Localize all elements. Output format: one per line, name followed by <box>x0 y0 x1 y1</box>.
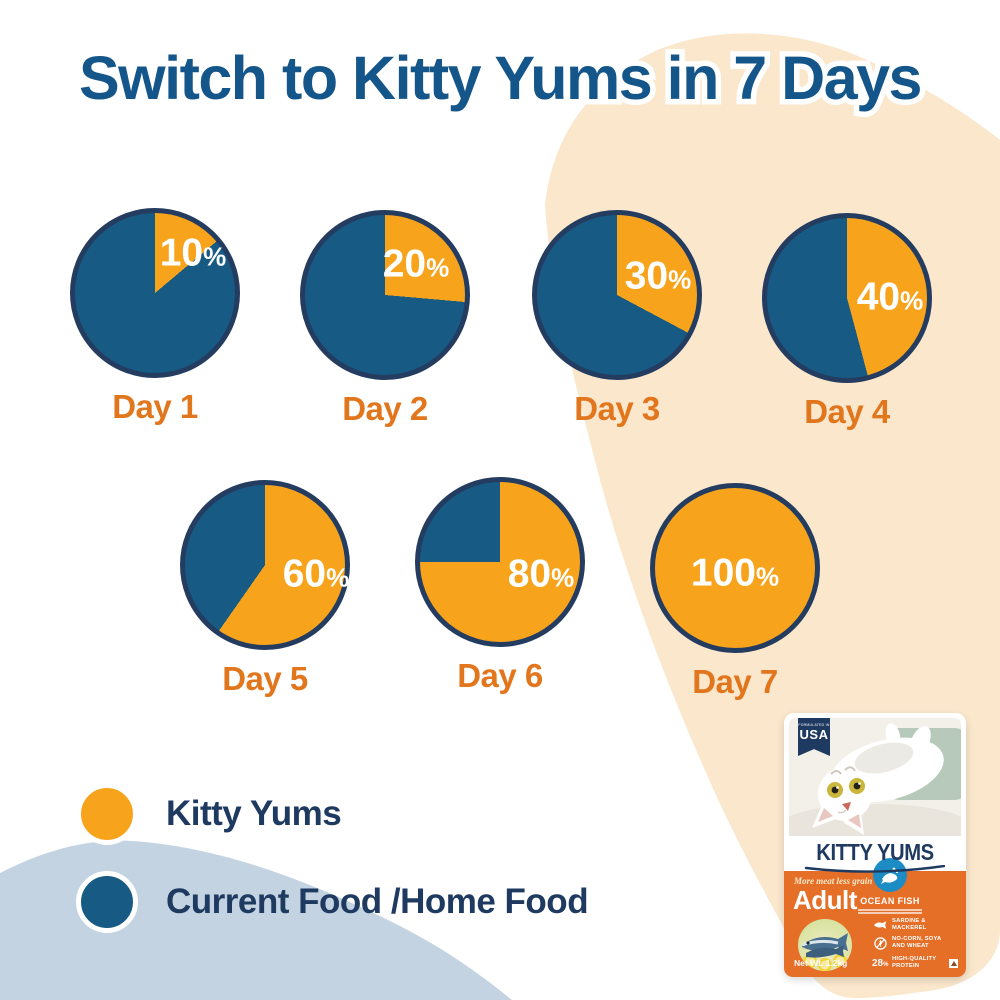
pie-chart-day-5: 60% <box>180 480 350 650</box>
variant-name: OCEAN FISH <box>860 896 920 906</box>
package-tagline: More meat less grain <box>794 876 873 886</box>
pie-value-label: 100% <box>691 554 779 593</box>
pie-value-label: 40% <box>857 278 924 317</box>
variant-subtext-bars <box>858 909 922 915</box>
page-title-outline: Switch to Kitty Yums in 7 Days <box>73 40 928 115</box>
feature-protein: 28% HIGH-QUALITY PROTEIN <box>872 956 936 970</box>
feature-no-grain: NO-CORN, SOYA AND WHEAT <box>872 936 941 950</box>
percent-sign: % <box>755 561 780 592</box>
pie-value-label: 80% <box>508 555 575 594</box>
fish-illustration <box>801 933 848 971</box>
pie-value: 40 <box>856 275 901 319</box>
pie-value: 100 <box>690 551 756 595</box>
legend-item-current-food: Current Food /Home Food <box>76 871 589 933</box>
pie-group-day-7: 100% Day 7 <box>650 483 820 701</box>
pie-group-day-2: 20% Day 2 <box>300 210 470 428</box>
pie-chart-day-2: 20% <box>300 210 470 380</box>
day-label: Day 7 <box>692 663 778 700</box>
pie-group-day-6: 80% Day 6 <box>415 477 585 695</box>
current-food-swatch <box>76 871 138 933</box>
percent-sign: % <box>203 241 227 272</box>
non-veg-mark <box>949 959 958 968</box>
day-label: Day 4 <box>804 393 890 430</box>
pie-group-day-5: 60% Day 5 <box>180 480 350 698</box>
percent-sign: % <box>551 562 575 593</box>
pie-group-day-1: 10% Day 1 <box>70 208 240 426</box>
page-title: Switch to Kitty Yums in 7 Days Switch to… <box>0 40 1000 115</box>
pie-value: 20 <box>382 242 427 286</box>
brand-logo-text: KITTY YUMS <box>816 839 934 865</box>
fish-photo-oval <box>798 919 852 971</box>
pie-chart-day-4: 40% <box>762 213 932 383</box>
percent-sign: % <box>900 285 924 316</box>
pie-group-day-4: 40% Day 4 <box>762 213 932 431</box>
pie-chart-day-1: 10% <box>70 208 240 378</box>
legend-label: Kitty Yums <box>166 794 342 833</box>
day-label: Day 2 <box>342 390 428 427</box>
page-title-text: Switch to Kitty Yums in 7 Days <box>78 44 923 112</box>
net-weight-label: Net Wt. 1.2kg <box>794 958 848 968</box>
percent-sign: % <box>426 252 450 283</box>
pie-chart-day-7: 100% <box>650 483 820 653</box>
feature-text: NO-CORN, SOYA AND WHEAT <box>892 936 942 950</box>
pie-chart-day-3: 30% <box>532 210 702 380</box>
package-orange-panel: More meat less grain Adult <box>784 858 966 977</box>
legend-label: Current Food /Home Food <box>166 882 589 921</box>
percent-sign: % <box>326 562 350 593</box>
pie-value: 10 <box>159 231 204 275</box>
ribbon-usa-text: USA <box>799 726 829 742</box>
pie-value-label: 60% <box>283 555 350 594</box>
pie-value: 60 <box>282 552 327 596</box>
feature-sardine-mackerel: SARDINE & MACKEREL <box>872 918 926 932</box>
legend-item-kitty-yums: Kitty Yums <box>76 783 588 845</box>
ocean-fish-icon <box>873 858 907 892</box>
pie-value: 30 <box>624 254 669 298</box>
pie-value: 80 <box>507 552 552 596</box>
feature-text: HIGH-QUALITY PROTEIN <box>892 956 937 970</box>
pie-value-label: 10% <box>160 234 227 273</box>
pie-value-label: 30% <box>625 257 692 296</box>
kitty-yums-package: FORMULATED IN USA KITTY YUMS More meat l… <box>784 713 966 977</box>
day-label: Day 1 <box>112 388 198 425</box>
cat-illustration <box>789 718 961 836</box>
fish-icon <box>872 920 888 930</box>
brand-underline-swoosh <box>804 865 946 873</box>
day-label: Day 5 <box>222 660 308 697</box>
pie-group-day-3: 30% Day 3 <box>532 210 702 428</box>
day-label: Day 6 <box>457 657 543 694</box>
legend: Kitty Yums Current Food /Home Food <box>76 783 589 959</box>
ribbon-small-text: FORMULATED IN <box>798 723 830 727</box>
product-line-label: Adult <box>793 885 857 915</box>
day-label: Day 3 <box>574 390 660 427</box>
protein-percent-badge: 28% <box>872 957 889 969</box>
no-grain-icon <box>872 937 888 950</box>
feature-text: SARDINE & MACKEREL <box>892 918 927 932</box>
kitty-yums-swatch <box>76 783 138 845</box>
pie-value-label: 20% <box>383 245 450 284</box>
percent-sign: % <box>668 264 692 295</box>
pie-chart-day-6: 80% <box>415 477 585 647</box>
cat-photo <box>789 718 961 836</box>
